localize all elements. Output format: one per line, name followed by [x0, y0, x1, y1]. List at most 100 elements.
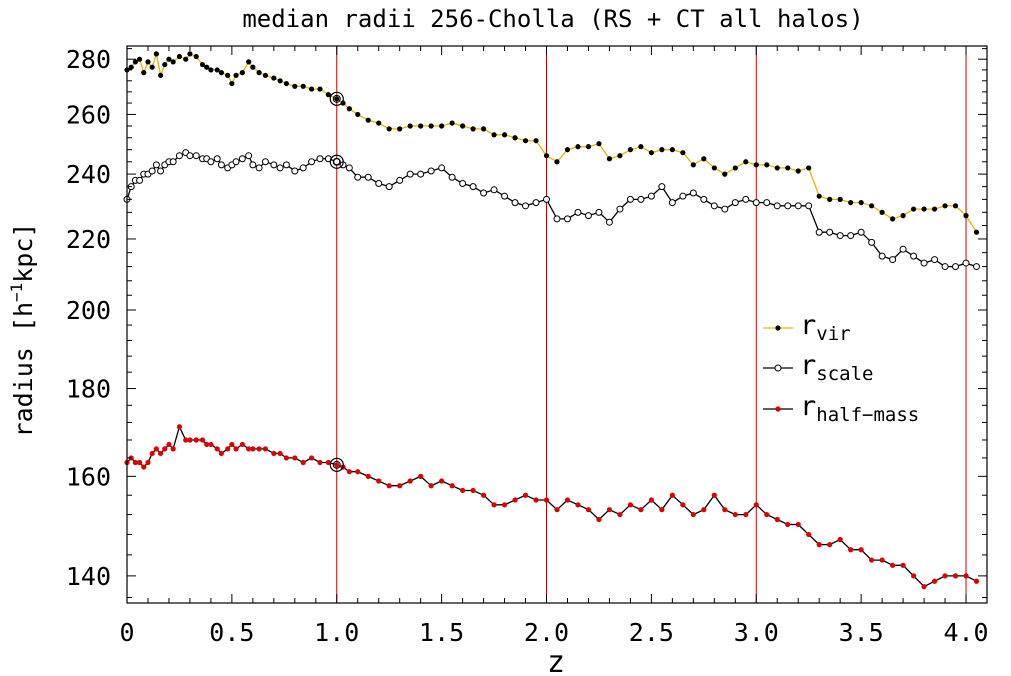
data-point-half−mass	[262, 446, 269, 452]
data-point-scale	[261, 158, 269, 166]
data-point-scale	[973, 263, 981, 271]
data-point-scale	[276, 164, 284, 172]
data-point-half−mass	[170, 446, 176, 452]
data-point-half−mass	[292, 455, 298, 461]
x-axis-label: z	[547, 645, 565, 676]
data-point-vir	[292, 83, 298, 89]
data-point-vir	[256, 70, 262, 76]
data-point-vir	[627, 147, 634, 153]
data-point-vir	[890, 216, 896, 222]
data-point-scale	[186, 152, 194, 160]
legend-label-half−mass: rhalf−mass	[800, 391, 919, 426]
chart-title: median radii 256-Cholla (RS + CT all hal…	[242, 5, 863, 33]
data-point-half−mass	[522, 492, 529, 498]
data-point-half−mass	[428, 483, 434, 489]
data-point-vir	[334, 96, 340, 102]
data-point-half−mass	[418, 473, 424, 479]
data-point-vir	[218, 70, 224, 76]
data-point-half−mass	[890, 562, 896, 568]
data-point-half−mass	[848, 547, 854, 553]
data-point-half−mass	[774, 516, 780, 523]
series-line-vir	[126, 53, 978, 233]
data-point-scale	[553, 215, 561, 223]
data-point-half−mass	[701, 507, 707, 513]
data-point-half−mass	[501, 502, 508, 508]
highlight-ring	[329, 91, 344, 106]
x-tick-label: 2.0	[524, 618, 569, 647]
data-point-vir	[512, 135, 518, 141]
x-tick-label: 2.5	[629, 618, 674, 647]
data-point-scale	[658, 183, 666, 191]
data-point-scale	[375, 179, 383, 187]
data-point-vir	[183, 56, 189, 62]
data-point-half−mass	[153, 446, 159, 452]
data-point-vir	[711, 165, 717, 171]
data-point-scale	[417, 170, 425, 178]
data-point-vir	[491, 132, 497, 138]
data-point-half−mass	[711, 492, 717, 498]
data-point-scale	[910, 252, 918, 260]
data-point-scale	[878, 252, 886, 260]
data-point-scale	[543, 195, 551, 203]
data-point-vir	[166, 56, 172, 62]
data-point-vir	[214, 67, 220, 73]
data-point-half−mass	[491, 502, 497, 508]
data-point-scale	[213, 155, 221, 163]
x-tick-label: 3.5	[839, 618, 884, 647]
data-point-scale	[270, 161, 278, 169]
data-point-scale	[299, 164, 307, 172]
data-point-scale	[354, 173, 362, 181]
data-point-scale	[333, 158, 341, 166]
data-point-half−mass	[283, 455, 290, 461]
data-point-half−mass	[470, 487, 476, 494]
data-point-half−mass	[596, 516, 602, 523]
data-point-scale	[308, 158, 316, 166]
data-point-scale	[899, 245, 907, 253]
data-point-vir	[722, 171, 728, 177]
data-point-vir	[680, 150, 686, 156]
data-point-vir	[596, 141, 602, 147]
data-point-vir	[774, 165, 780, 171]
data-point-half−mass	[256, 446, 262, 452]
highlight-ring-inner	[332, 157, 341, 166]
data-point-half−mass	[460, 487, 466, 494]
data-point-vir	[543, 153, 550, 159]
data-point-scale	[249, 161, 257, 169]
data-point-scale	[805, 202, 813, 210]
data-point-scale	[836, 232, 844, 240]
data-point-half−mass	[300, 459, 306, 466]
data-point-scale	[868, 238, 876, 246]
data-point-half−mass	[250, 446, 256, 452]
data-point-half−mass	[365, 473, 371, 479]
data-point-scale	[282, 161, 290, 169]
y-axis-label-main: radius [h	[9, 302, 38, 437]
data-point-vir	[816, 193, 822, 199]
data-point-half−mass	[785, 521, 791, 528]
legend-label-sub: scale	[816, 363, 873, 385]
data-point-scale	[742, 195, 750, 203]
data-point-scale	[511, 199, 519, 207]
data-point-vir	[199, 61, 206, 68]
data-point-scale	[700, 195, 708, 203]
data-point-half−mass	[132, 459, 138, 466]
data-point-half−mass	[145, 459, 151, 466]
legend-label-main: r	[800, 391, 816, 422]
data-point-vir	[910, 206, 917, 212]
data-point-vir	[522, 138, 529, 144]
data-point-half−mass	[627, 502, 634, 508]
data-point-scale	[175, 152, 183, 160]
data-point-half−mass	[204, 441, 210, 448]
legend-label-vir: rvir	[800, 310, 851, 345]
data-point-scale	[245, 152, 253, 160]
data-point-vir	[277, 78, 283, 84]
data-point-vir	[246, 59, 252, 65]
data-point-half−mass	[753, 502, 759, 508]
data-point-vir	[346, 106, 352, 112]
data-point-scale	[721, 205, 729, 213]
data-point-vir	[170, 59, 176, 65]
data-point-vir	[418, 123, 424, 129]
legend-marker-scale	[774, 364, 782, 372]
data-point-vir	[795, 168, 801, 174]
plot-frame	[126, 45, 988, 604]
data-point-scale	[616, 205, 624, 213]
